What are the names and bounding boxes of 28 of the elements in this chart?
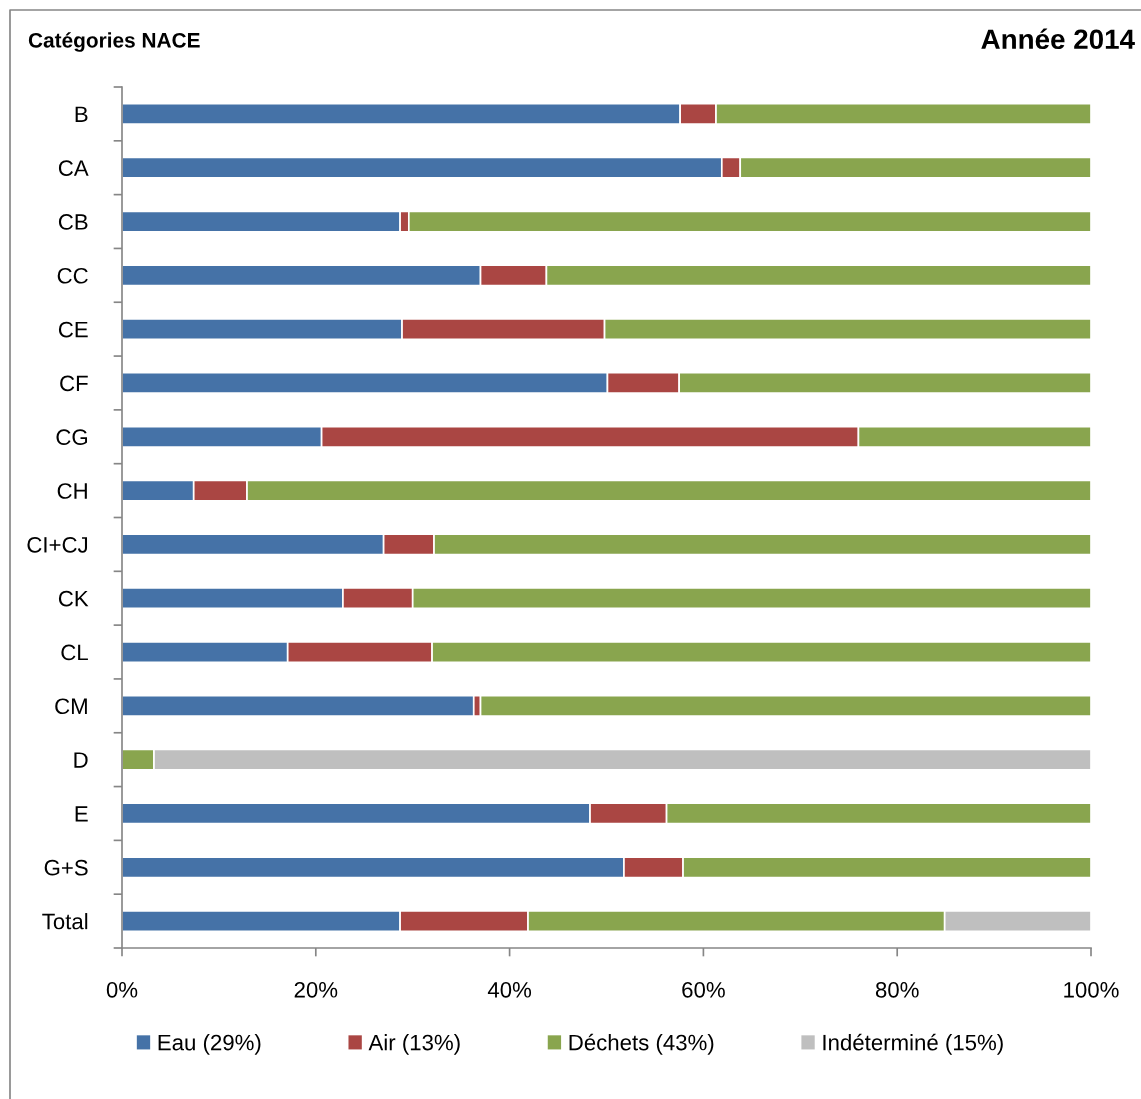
y-tick-label: CH: [57, 483, 87, 499]
y-tick-label: CA: [58, 160, 89, 176]
y-tick-label: CC: [57, 267, 88, 284]
y-tick-label: G+S: [44, 859, 88, 876]
x-tick-label: 100%: [1064, 981, 1119, 998]
y-tick-label: CE: [58, 321, 88, 338]
legend-label: Eau (29%): [158, 1034, 261, 1055]
x-tick-label: 0%: [106, 981, 138, 998]
y-tick-label: CF: [60, 375, 88, 392]
x-tick-label: 20%: [294, 981, 338, 998]
legend-label: Indéterminé (15%): [823, 1033, 1003, 1055]
y-tick-label: CG: [56, 429, 88, 446]
legend-label: Déchets (43%): [569, 1033, 714, 1055]
y-tick-label: Total: [42, 913, 88, 930]
y-axis-title: Catégories NACE: [28, 32, 200, 52]
x-tick-label: 40%: [487, 981, 532, 998]
y-tick-label: CB: [58, 214, 88, 230]
y-tick-label: B: [75, 106, 88, 122]
y-tick-label: D: [74, 752, 88, 768]
y-tick-label: CI+CJ: [27, 536, 88, 553]
y-tick-label: CK: [58, 590, 89, 607]
x-tick-label: 60%: [682, 981, 725, 998]
x-tick-label: 80%: [875, 981, 919, 998]
legend-label: Air (13%): [368, 1034, 460, 1055]
chart-title: Année 2014: [981, 28, 1135, 50]
y-tick-label: E: [75, 806, 88, 822]
y-tick-label: CM: [55, 698, 87, 715]
y-tick-label: CL: [61, 644, 88, 661]
